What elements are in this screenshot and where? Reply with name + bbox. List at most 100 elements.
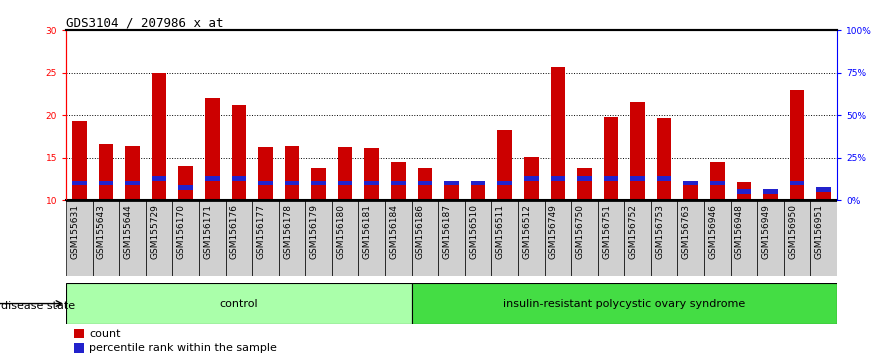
Bar xyxy=(205,176,219,181)
Bar xyxy=(99,144,114,200)
Bar xyxy=(125,181,140,185)
Bar xyxy=(603,176,618,181)
Bar xyxy=(651,200,677,276)
Bar xyxy=(338,181,352,185)
Bar xyxy=(470,181,485,185)
Text: GSM156511: GSM156511 xyxy=(496,204,505,259)
Bar xyxy=(577,168,592,200)
Text: GSM156763: GSM156763 xyxy=(682,204,691,259)
Bar xyxy=(784,200,811,276)
Bar xyxy=(152,73,167,200)
Text: GSM156950: GSM156950 xyxy=(788,204,797,259)
Bar xyxy=(66,200,93,276)
Bar xyxy=(817,188,831,192)
Bar xyxy=(232,105,246,200)
Text: GSM155644: GSM155644 xyxy=(123,204,132,258)
Bar xyxy=(258,181,273,185)
Text: GSM156180: GSM156180 xyxy=(337,204,345,259)
Bar xyxy=(285,145,300,200)
Bar xyxy=(492,200,518,276)
Bar xyxy=(205,98,219,200)
Text: percentile rank within the sample: percentile rank within the sample xyxy=(89,343,278,353)
Bar xyxy=(625,200,651,276)
Text: GSM156948: GSM156948 xyxy=(735,204,744,259)
Bar xyxy=(524,157,538,200)
Text: insulin-resistant polycystic ovary syndrome: insulin-resistant polycystic ovary syndr… xyxy=(503,298,745,309)
Text: GSM156171: GSM156171 xyxy=(204,204,212,259)
Text: GSM156753: GSM156753 xyxy=(655,204,664,259)
Bar xyxy=(811,200,837,276)
Bar xyxy=(737,182,751,200)
Bar xyxy=(411,283,837,324)
Bar xyxy=(178,166,193,200)
Text: GSM156752: GSM156752 xyxy=(628,204,638,259)
Bar xyxy=(551,68,565,200)
Text: GSM156951: GSM156951 xyxy=(815,204,824,259)
Bar xyxy=(365,148,379,200)
Text: GDS3104 / 207986_x_at: GDS3104 / 207986_x_at xyxy=(66,16,224,29)
Bar xyxy=(684,181,698,185)
Text: GSM155729: GSM155729 xyxy=(150,204,159,259)
Bar xyxy=(411,200,438,276)
Text: GSM156184: GSM156184 xyxy=(389,204,398,259)
Text: GSM156187: GSM156187 xyxy=(442,204,451,259)
Bar xyxy=(232,176,246,181)
Bar xyxy=(365,181,379,185)
Bar xyxy=(789,90,804,200)
Bar xyxy=(93,200,119,276)
Bar xyxy=(125,145,140,200)
Bar xyxy=(359,200,385,276)
Text: GSM156186: GSM156186 xyxy=(416,204,425,259)
Text: GSM156946: GSM156946 xyxy=(708,204,717,259)
Bar xyxy=(603,117,618,200)
Text: GSM155631: GSM155631 xyxy=(70,204,79,259)
Text: GSM156510: GSM156510 xyxy=(469,204,478,259)
Bar xyxy=(391,162,405,200)
Bar xyxy=(438,200,465,276)
Bar xyxy=(498,130,512,200)
Bar xyxy=(551,176,565,181)
Bar xyxy=(737,189,751,194)
Text: GSM156750: GSM156750 xyxy=(575,204,584,259)
Text: disease state: disease state xyxy=(1,301,75,311)
Bar xyxy=(763,189,778,194)
Bar xyxy=(338,147,352,200)
Bar xyxy=(597,200,625,276)
Bar xyxy=(252,200,278,276)
Text: GSM156179: GSM156179 xyxy=(309,204,319,259)
Bar xyxy=(630,102,645,200)
Bar xyxy=(710,181,725,185)
Text: GSM156177: GSM156177 xyxy=(256,204,265,259)
Bar xyxy=(119,200,146,276)
Text: GSM156751: GSM156751 xyxy=(602,204,611,259)
Bar xyxy=(444,182,459,200)
Bar xyxy=(444,181,459,185)
Bar xyxy=(518,200,544,276)
Text: GSM156181: GSM156181 xyxy=(363,204,372,259)
Text: GSM156178: GSM156178 xyxy=(283,204,292,259)
Bar xyxy=(763,192,778,200)
Bar xyxy=(524,176,538,181)
Text: control: control xyxy=(219,298,258,309)
Bar xyxy=(258,147,273,200)
Bar xyxy=(146,200,173,276)
Bar xyxy=(418,181,433,185)
Bar xyxy=(710,162,725,200)
Bar xyxy=(306,200,332,276)
Bar xyxy=(657,176,671,181)
Bar xyxy=(178,185,193,190)
Text: GSM156512: GSM156512 xyxy=(522,204,531,259)
Bar xyxy=(311,181,326,185)
Bar xyxy=(66,283,411,324)
Bar xyxy=(571,200,597,276)
Bar xyxy=(789,181,804,185)
Bar xyxy=(418,168,433,200)
Bar xyxy=(757,200,784,276)
Bar xyxy=(72,181,86,185)
Bar xyxy=(630,176,645,181)
Bar xyxy=(677,200,704,276)
Text: GSM156170: GSM156170 xyxy=(177,204,186,259)
Bar xyxy=(199,200,226,276)
Bar xyxy=(544,200,571,276)
Bar xyxy=(311,168,326,200)
